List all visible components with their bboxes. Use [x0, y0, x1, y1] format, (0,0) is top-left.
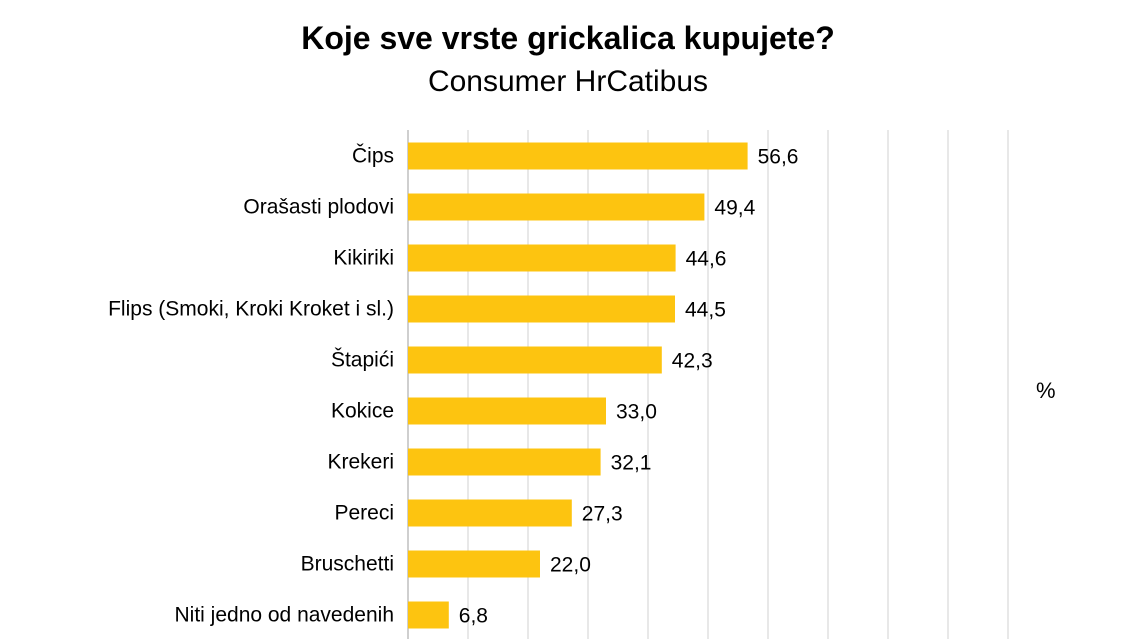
- bar: [408, 244, 676, 272]
- data-label: 32,1: [611, 452, 652, 475]
- unit-label: %: [1036, 378, 1056, 403]
- data-label: 6,8: [459, 605, 488, 628]
- bar: [408, 295, 675, 323]
- bar: [408, 601, 449, 629]
- category-label: Orašasti plodovi: [243, 196, 394, 219]
- category-label: Pereci: [334, 502, 394, 525]
- category-label: Kikiriki: [333, 247, 394, 270]
- data-label: 27,3: [582, 503, 623, 526]
- bar: [408, 499, 572, 527]
- category-label: Niti jedno od navedenih: [175, 604, 395, 627]
- chart-title: Koje sve vrste grickalica kupujete?: [301, 20, 835, 56]
- bar: [408, 193, 705, 221]
- data-label: 49,4: [714, 197, 755, 220]
- data-label: 33,0: [616, 401, 657, 424]
- category-label: Flips (Smoki, Kroki Kroket i sl.): [108, 298, 394, 321]
- bar: [408, 346, 662, 374]
- category-label: Bruschetti: [301, 553, 394, 576]
- data-label: 44,5: [685, 299, 726, 322]
- bar: [408, 142, 748, 170]
- bar: [408, 448, 601, 476]
- bar: [408, 550, 540, 578]
- data-label: 22,0: [550, 554, 591, 577]
- bar: [408, 397, 606, 425]
- data-label: 56,6: [758, 146, 799, 169]
- category-label: Čips: [352, 145, 394, 168]
- data-label: 42,3: [672, 350, 713, 373]
- category-label: Krekeri: [327, 451, 394, 474]
- chart-subtitle: Consumer HrCatibus: [427, 65, 709, 98]
- data-label: 44,6: [686, 248, 727, 271]
- category-label: Štapići: [331, 349, 394, 372]
- category-label: Kokice: [331, 400, 394, 423]
